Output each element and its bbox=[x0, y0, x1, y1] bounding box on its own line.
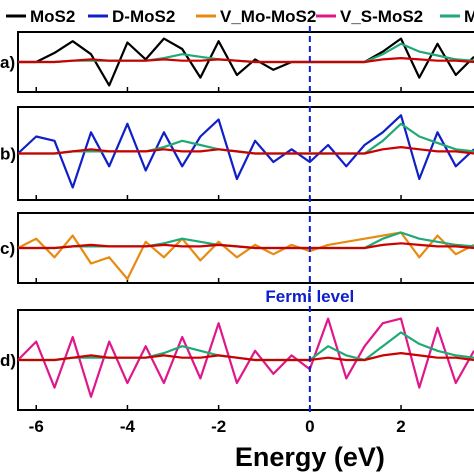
dos-panel: d) bbox=[0, 309, 474, 411]
series-line bbox=[17, 114, 474, 189]
legend-label: D-MoS2 bbox=[112, 7, 175, 26]
series-line bbox=[17, 317, 474, 398]
series-line bbox=[17, 231, 474, 281]
legend-item: MoS2 bbox=[6, 7, 75, 26]
panel-frame bbox=[17, 309, 474, 411]
x-tick-labels: -6 -4 -2 0 2 bbox=[29, 417, 406, 436]
panels: a) b) c) d) bbox=[0, 31, 474, 411]
series-line bbox=[18, 242, 474, 250]
panel-label: d) bbox=[0, 351, 16, 370]
dos-panel: a) bbox=[0, 31, 474, 93]
legend-item: V_Mo-MoS2 bbox=[196, 7, 316, 26]
legend-item: M bbox=[440, 7, 474, 26]
legend-label: V_Mo-MoS2 bbox=[220, 7, 316, 26]
x-tick-label: 0 bbox=[305, 417, 314, 436]
legend-label: MoS2 bbox=[30, 7, 75, 26]
x-tick-label: -2 bbox=[211, 417, 226, 436]
x-tick-label: -4 bbox=[120, 417, 136, 436]
series-line bbox=[18, 352, 474, 362]
x-axis-label: Energy (eV) bbox=[235, 442, 385, 472]
legend-label: V_S-MoS2 bbox=[340, 7, 423, 26]
legend-item: D-MoS2 bbox=[88, 7, 175, 26]
x-tick-label: -6 bbox=[29, 417, 44, 436]
dos-panel: c) bbox=[0, 212, 474, 284]
legend-label: M bbox=[464, 7, 474, 26]
fermi-level-label: Fermi level bbox=[265, 287, 354, 306]
legend-item: V_S-MoS2 bbox=[316, 7, 423, 26]
series-line bbox=[18, 57, 474, 64]
dos-panel: b) bbox=[0, 106, 474, 201]
panel-label: c) bbox=[0, 239, 15, 258]
panel-label: b) bbox=[0, 145, 16, 164]
panel-label: a) bbox=[0, 53, 15, 72]
series-line bbox=[18, 146, 474, 155]
x-tick-label: 2 bbox=[396, 417, 405, 436]
legend: MoS2 D-MoS2 V_Mo-MoS2 V_S-MoS2 M bbox=[6, 7, 474, 26]
